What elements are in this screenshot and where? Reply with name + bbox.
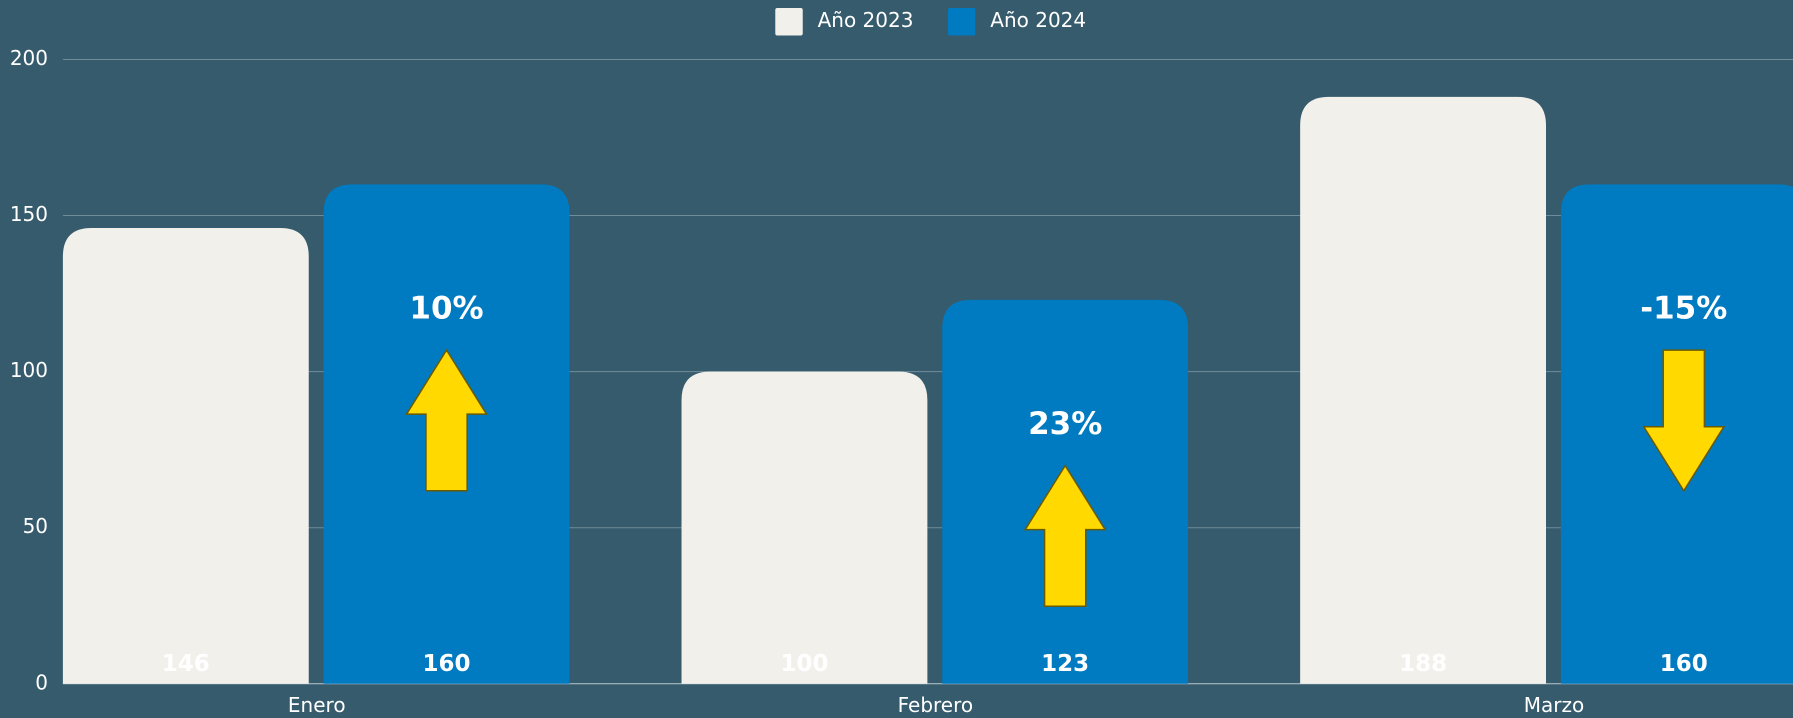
legend-label: Año 2024 <box>990 8 1086 32</box>
data-label: 100 <box>780 651 828 677</box>
x-tick-label: Marzo <box>1524 693 1584 717</box>
legend-swatch <box>775 8 803 36</box>
change-label: 10% <box>409 291 483 327</box>
change-arrow <box>1642 349 1726 493</box>
x-tick-label: Febrero <box>898 693 974 717</box>
change-arrow <box>405 348 488 492</box>
y-tick-label: 0 <box>35 670 48 694</box>
data-label: 146 <box>162 651 210 677</box>
data-label: 123 <box>1041 651 1089 677</box>
x-tick-label: Enero <box>288 693 346 717</box>
change-label: -15% <box>1640 291 1727 327</box>
y-tick-label: 100 <box>10 358 48 382</box>
y-tick-label: 50 <box>23 514 48 538</box>
data-label: 188 <box>1399 651 1447 677</box>
change-label: 23% <box>1028 406 1102 442</box>
legend-label: Año 2023 <box>818 8 914 32</box>
change-arrow <box>1023 464 1107 608</box>
bar <box>1300 96 1547 684</box>
data-label: 160 <box>423 651 471 677</box>
y-tick-label: 200 <box>10 46 48 70</box>
y-tick-label: 150 <box>10 202 48 226</box>
bar <box>62 228 309 684</box>
legend-swatch <box>947 8 976 36</box>
data-label: 160 <box>1660 651 1708 677</box>
bar <box>681 371 928 684</box>
